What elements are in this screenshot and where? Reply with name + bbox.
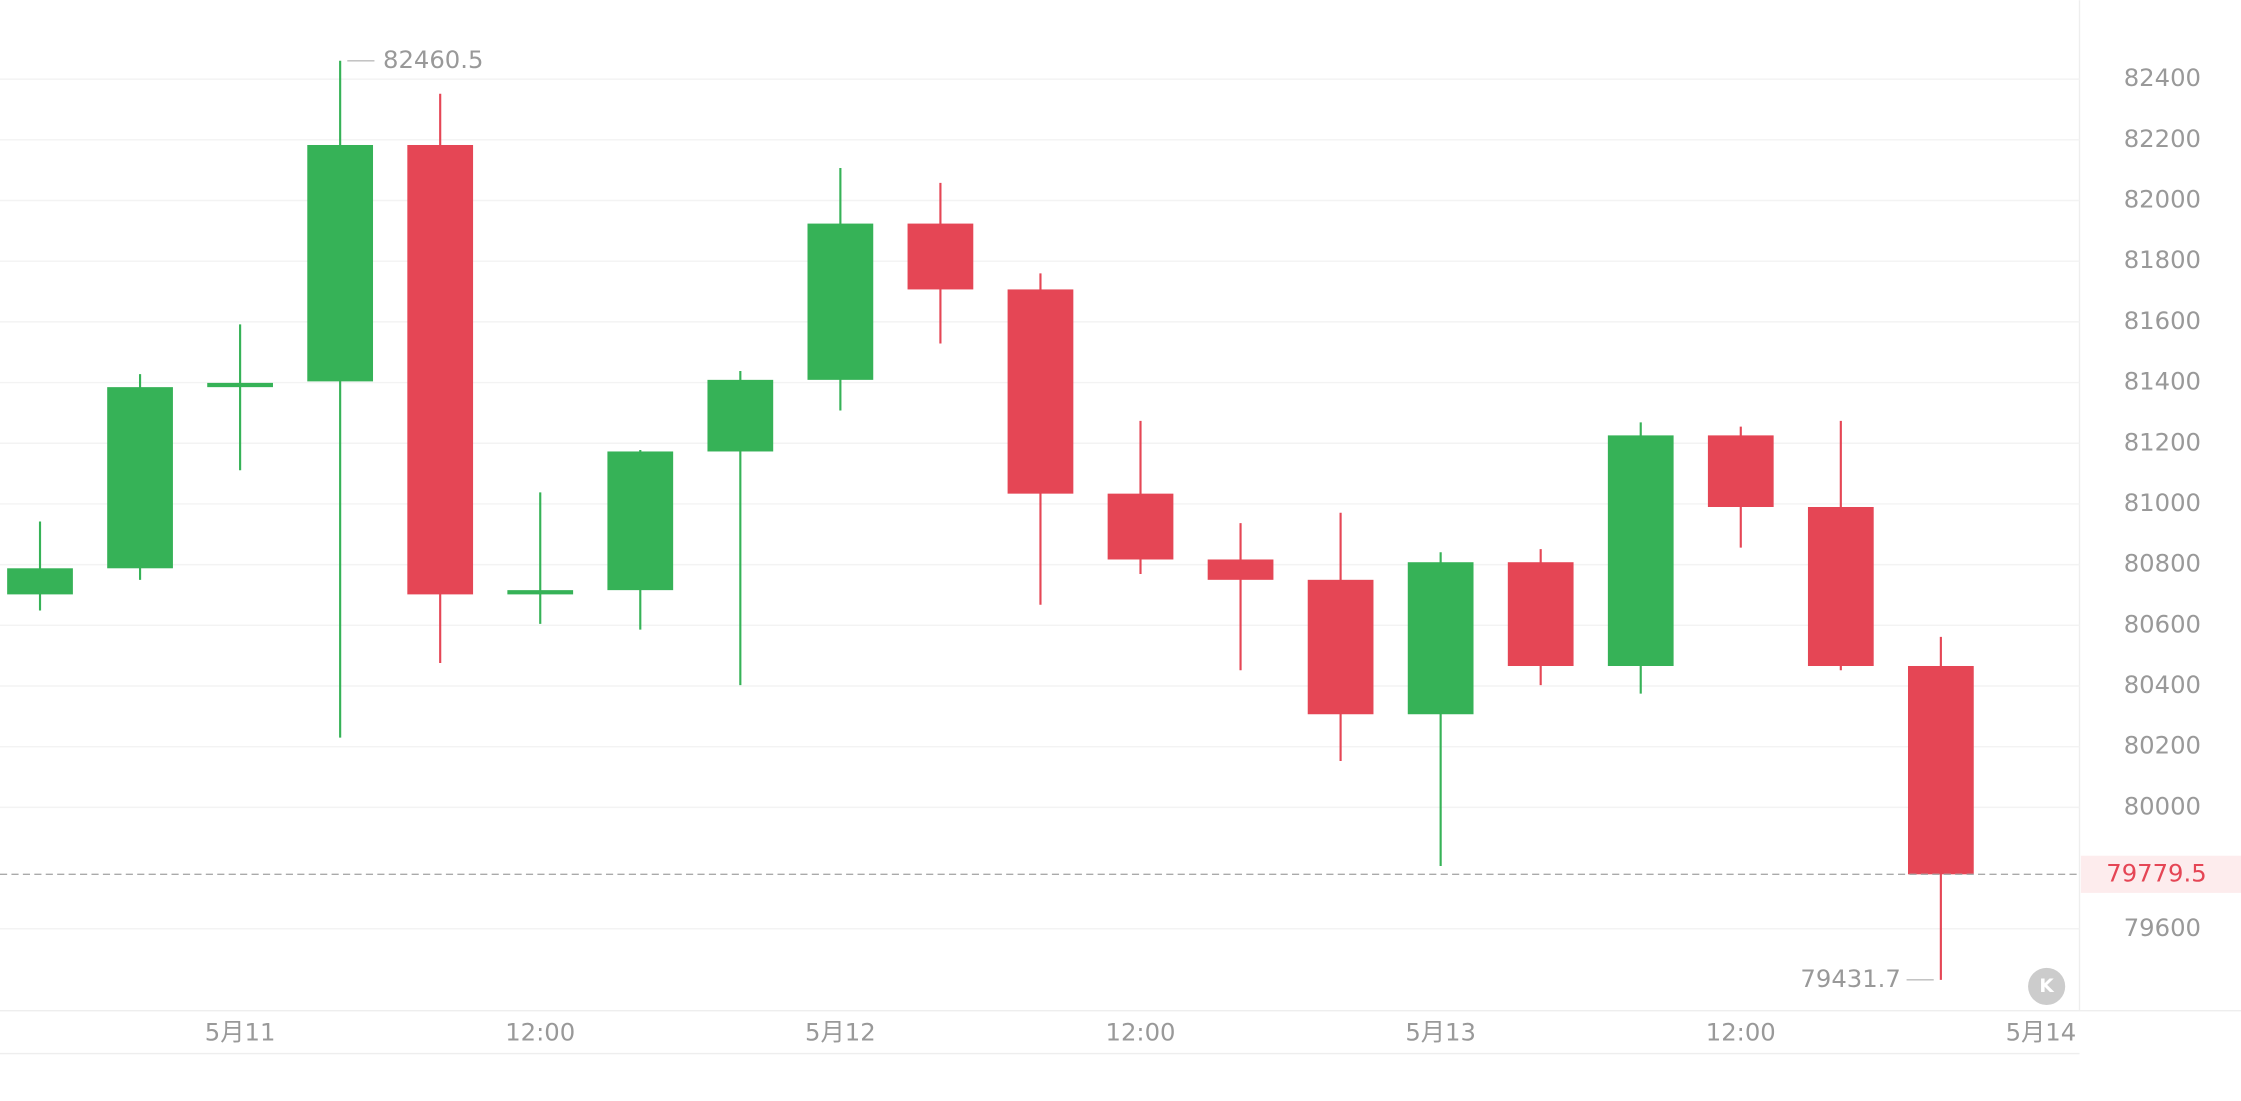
x-tick-label: 12:00 bbox=[1106, 1018, 1176, 1047]
y-tick-label: 81800 bbox=[2124, 245, 2201, 274]
x-tick-label: 5月14 bbox=[2006, 1018, 2077, 1047]
candle-body bbox=[107, 387, 173, 569]
candle-body bbox=[607, 451, 674, 591]
y-tick-label: 80200 bbox=[2124, 731, 2201, 760]
candle-body bbox=[1907, 665, 1974, 875]
candle-body bbox=[307, 144, 374, 382]
candle-body bbox=[1507, 562, 1574, 666]
y-tick-label: 80800 bbox=[2124, 549, 2201, 578]
y-tick-label: 80600 bbox=[2124, 609, 2201, 638]
candle-body bbox=[807, 223, 874, 380]
candle-body bbox=[1607, 435, 1674, 666]
y-tick-label: 81200 bbox=[2124, 427, 2201, 456]
price-label-bg bbox=[2080, 855, 2241, 893]
x-tick-label: 12:00 bbox=[505, 1018, 575, 1047]
candle-body bbox=[207, 382, 273, 388]
logo bbox=[2028, 967, 2066, 1005]
candle-body bbox=[707, 379, 774, 452]
x-tick-label: 5月12 bbox=[805, 1018, 876, 1047]
candle-body bbox=[907, 223, 974, 290]
low-label: 79431.7 bbox=[1800, 964, 1900, 993]
candle-body bbox=[1807, 506, 1874, 666]
candle-body bbox=[7, 568, 73, 595]
high-label: 82460.5 bbox=[383, 45, 483, 74]
y-tick-label: 82200 bbox=[2124, 124, 2201, 153]
logo-letter: K bbox=[2039, 976, 2054, 997]
y-tick-label: 81600 bbox=[2124, 306, 2201, 335]
candle-body bbox=[1007, 289, 1074, 494]
x-tick-label: 5月13 bbox=[1405, 1018, 1476, 1047]
y-tick-label: 81000 bbox=[2124, 488, 2201, 517]
y-tick-label: 79600 bbox=[2124, 913, 2201, 942]
x-tick-label: 12:00 bbox=[1706, 1018, 1776, 1047]
y-tick-label: 80400 bbox=[2124, 670, 2201, 699]
candle-body bbox=[1107, 493, 1174, 560]
y-tick-label: 82400 bbox=[2124, 63, 2201, 92]
y-tick-label: 80000 bbox=[2124, 791, 2201, 820]
candle-body bbox=[507, 590, 574, 595]
candle-body bbox=[1707, 435, 1774, 507]
candle-body bbox=[1407, 562, 1474, 715]
x-tick-label: 5月11 bbox=[205, 1018, 276, 1047]
candle-body bbox=[1207, 559, 1274, 580]
y-tick-label: 81400 bbox=[2124, 367, 2201, 396]
price-label: 79779.5 bbox=[2106, 858, 2206, 887]
y-tick-label: 82000 bbox=[2124, 185, 2201, 214]
candle-body bbox=[407, 144, 474, 595]
candle-body bbox=[1307, 579, 1374, 715]
